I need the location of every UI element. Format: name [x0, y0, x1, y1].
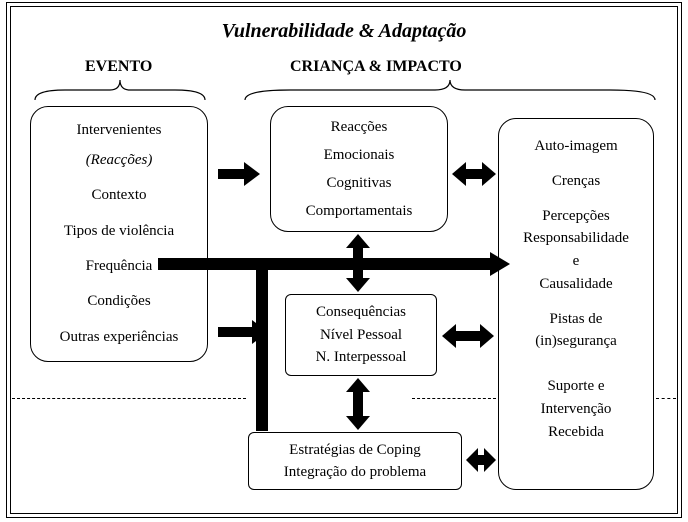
evento-l6: Condições	[87, 292, 150, 311]
conseq-l3: N. Interpessoal	[316, 348, 407, 367]
header-crianca: CRIANÇA & IMPACTO	[290, 58, 462, 76]
reaccoes-l4: Comportamentais	[306, 202, 413, 221]
right-l7: Pistas de	[550, 310, 603, 329]
right-l8: (in)segurança	[535, 332, 617, 351]
right-l4: Responsabilidade	[523, 229, 629, 248]
brace-evento	[30, 78, 210, 102]
box-coping: Estratégias de Coping Integração do prob…	[248, 432, 462, 490]
coping-l2: Integração do problema	[284, 463, 426, 482]
reaccoes-l3: Cognitivas	[326, 174, 391, 193]
evento-l7: Outras experiências	[60, 328, 179, 347]
conseq-l2: Nível Pessoal	[320, 326, 402, 345]
arrow-reaccoes-right	[452, 160, 496, 188]
arrow-conseq-coping	[344, 378, 372, 430]
arrow-evento-to-reaccoes	[214, 160, 262, 188]
right-l5: e	[573, 252, 580, 271]
reaccoes-l1: Reacções	[331, 118, 388, 137]
arrow-coping-right	[466, 446, 496, 474]
thick-bar-arrowhead	[490, 252, 514, 276]
box-reaccoes: Reacções Emocionais Cognitivas Comportam…	[270, 106, 448, 232]
arrow-conseq-right	[442, 322, 494, 350]
evento-l5: Frequência	[86, 257, 153, 276]
evento-l3: Contexto	[92, 186, 147, 205]
evento-l4: Tipos de violência	[64, 222, 174, 241]
right-l1: Auto-imagem	[534, 137, 617, 156]
coping-l1: Estratégias de Coping	[289, 441, 421, 460]
evento-l2: (Reacções)	[86, 151, 153, 170]
thick-bar-h	[158, 258, 494, 270]
dash-line-left	[12, 398, 246, 399]
right-l11: Recebida	[548, 423, 604, 442]
right-l6: Causalidade	[539, 275, 612, 294]
arrow-evento-to-conseq	[214, 318, 272, 346]
dash-line-mid	[412, 398, 496, 399]
conseq-l1: Consequências	[316, 303, 406, 322]
right-l9: Suporte e	[547, 377, 604, 396]
reaccoes-l2: Emocionais	[324, 146, 395, 165]
right-l10: Intervenção	[541, 400, 612, 419]
header-evento: EVENTO	[85, 58, 152, 76]
dash-line-right	[656, 398, 676, 399]
brace-crianca	[240, 78, 660, 102]
page-title: Vulnerabilidade & Adaptação	[0, 20, 688, 43]
right-l3: Percepções	[542, 207, 609, 226]
right-l2: Crenças	[552, 172, 600, 191]
box-consequencias: Consequências Nível Pessoal N. Interpess…	[285, 294, 437, 376]
box-right: Auto-imagem Crenças Percepções Responsab…	[498, 118, 654, 490]
box-evento: Intervenientes (Reacções) Contexto Tipos…	[30, 106, 208, 362]
arrow-reaccoes-conseq	[344, 234, 372, 292]
evento-l1: Intervenientes	[77, 121, 162, 140]
